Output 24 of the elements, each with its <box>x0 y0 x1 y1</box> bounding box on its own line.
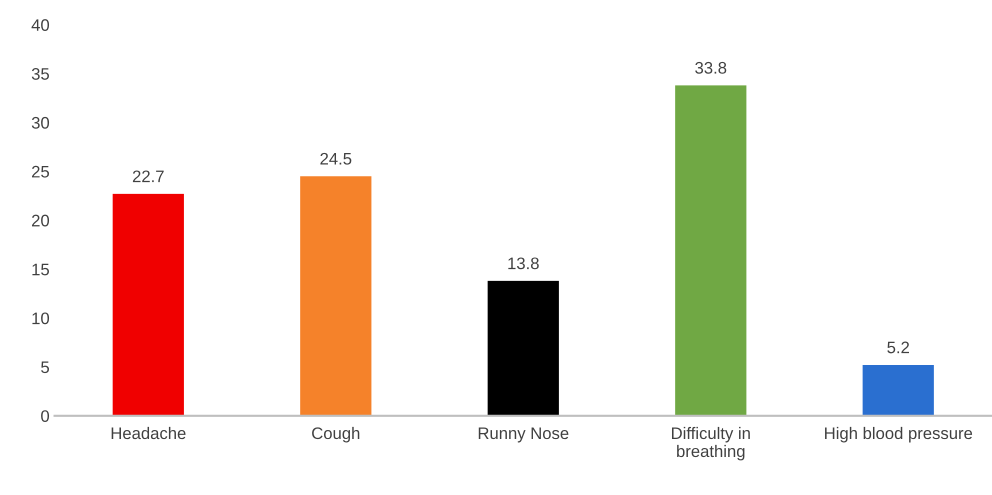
bar <box>488 280 559 416</box>
y-tick-label: 30 <box>32 116 50 129</box>
y-tick-label: 5 <box>41 361 49 374</box>
y-tick-label: 10 <box>32 312 50 324</box>
bar <box>862 364 934 416</box>
data-label: 33.8 <box>695 62 726 74</box>
bar <box>300 176 372 416</box>
y-tick-label: 20 <box>32 214 50 226</box>
data-label: 24.5 <box>320 152 352 165</box>
data-label: 5.2 <box>887 342 910 354</box>
y-tick-label: 0 <box>41 410 50 422</box>
y-tick-label: 35 <box>32 68 49 80</box>
bar <box>675 85 746 416</box>
y-tick-label: 25 <box>32 166 49 178</box>
y-tick-label: 40 <box>32 19 50 31</box>
x-tick-label: Difficulty in breathing <box>672 426 750 460</box>
y-tick-label: 15 <box>32 264 49 276</box>
data-label: 22.7 <box>132 170 164 182</box>
x-tick-label: Headache <box>112 426 186 440</box>
x-tick-label: Runny Nose <box>478 428 568 442</box>
bar <box>112 194 184 416</box>
x-tick-label: Cough <box>312 426 360 442</box>
data-label: 13.8 <box>508 257 539 270</box>
x-tick-label: High blood pressure <box>825 426 972 442</box>
